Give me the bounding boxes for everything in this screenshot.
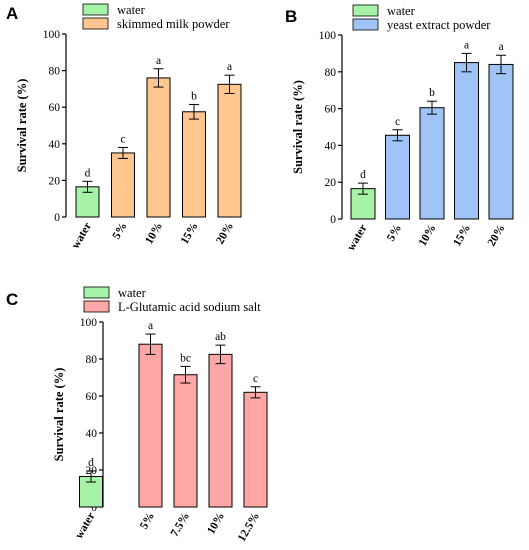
panel-c-bar	[173, 374, 198, 508]
panel-c-significance-label: d	[88, 457, 94, 469]
panel-a-y-tick-label: 60	[49, 102, 61, 114]
panel-a-x-tick-label: 20%	[214, 221, 236, 247]
panel-a-bar	[217, 83, 242, 218]
panel-c-y-tick-label: 80	[86, 354, 98, 366]
panel-a-significance-label: a	[156, 55, 161, 67]
panel-b-legend-label: water	[387, 4, 416, 18]
panel-b-x-tick-label: 20%	[486, 223, 508, 249]
panel-c-legend-swatch	[83, 286, 110, 299]
panel-c-y-tick-label: 60	[86, 391, 98, 403]
panel-c-y-tick-label: 40	[86, 428, 98, 440]
panel-b-significance-label: c	[395, 116, 400, 128]
panel-b-bar	[454, 62, 479, 220]
panel-b-x-tick-label: 10%	[417, 223, 439, 249]
panel-a-bar	[146, 77, 171, 218]
panel-a-x-tick-label: water	[70, 221, 94, 251]
panel-a-bar	[111, 152, 135, 218]
panel-a-legend-label: skimmed milk powder	[117, 17, 230, 31]
panel-a-y-tick-label: 0	[54, 212, 60, 224]
panel-b-significance-label: b	[429, 87, 435, 99]
panel-b-significance-label: d	[360, 169, 366, 181]
panel-c-bar	[208, 353, 233, 508]
panel-a-significance-label: a	[227, 61, 232, 73]
panel-b-y-tick-label: 0	[330, 214, 336, 226]
panel-a-y-tick-label: 20	[49, 175, 61, 187]
panel-c-legend-label: water	[118, 286, 147, 300]
panel-a-significance-label: b	[191, 90, 197, 102]
panel-b-significance-label: a	[464, 39, 469, 51]
panel-a-y-tick-label: 40	[49, 139, 61, 151]
panel-c-x-tick-label: 10%	[205, 511, 227, 537]
panel-c-x-tick-label: 7.5%	[169, 511, 192, 539]
panel-a-significance-label: c	[120, 133, 125, 145]
panel-a-y-tick-label: 100	[43, 29, 61, 41]
panel-c-significance-label: a	[148, 320, 153, 332]
panel-a-x-tick-label: 15%	[179, 221, 201, 247]
panel-b-y-tick-label: 100	[319, 30, 337, 42]
panel-b-x-tick-label: 15%	[451, 223, 473, 249]
panel-c-significance-label: bc	[180, 352, 191, 364]
panel-a-legend-swatch	[82, 17, 109, 30]
panel-b-bar	[488, 63, 514, 220]
panel-b-bar	[385, 134, 410, 220]
panel-b-bar	[419, 107, 445, 220]
panel-b-y-axis-label: Survival rate (%)	[291, 80, 305, 174]
panel-b-y-tick-label: 80	[325, 67, 337, 79]
panel-c-bar	[243, 391, 268, 508]
panel-a-significance-label: d	[85, 167, 91, 179]
panel-b-y-tick-label: 20	[325, 177, 337, 189]
panel-c-legend-label: L-Glutamic acid sodium salt	[118, 300, 261, 314]
panel-b-x-tick-label: water	[345, 223, 369, 253]
panel-b-legend-label: yeast extract powder	[387, 18, 491, 32]
panel-c-y-tick-label: 100	[80, 317, 98, 329]
panel-a-x-tick-label: 10%	[143, 221, 165, 247]
panel-c-y-tick-label: 0	[91, 502, 97, 514]
panel-c-legend-swatch	[83, 300, 110, 313]
panel-a-letter: A	[6, 4, 18, 23]
panel-b-letter: B	[285, 7, 297, 26]
panel-c-x-tick-label: water	[73, 511, 97, 541]
panel-b-y-tick-label: 60	[325, 104, 337, 116]
panel-a-x-tick-label: 5%	[111, 221, 130, 242]
panel-c-x-tick-label: 5%	[138, 511, 157, 532]
panel-c-letter: C	[6, 290, 18, 309]
panel-b-legend-swatch	[352, 18, 379, 31]
panel-b-y-tick-label: 40	[325, 140, 337, 152]
panel-a-legend-swatch	[82, 3, 109, 16]
panel-b-legend-swatch	[352, 4, 379, 17]
panel-a-legend-label: water	[117, 3, 146, 17]
panel-a-y-axis-label: Survival rate (%)	[15, 79, 29, 173]
panel-c-significance-label: c	[253, 373, 258, 385]
panel-c-y-axis-label: Survival rate (%)	[52, 368, 66, 462]
panel-b-x-tick-label: 5%	[385, 223, 404, 244]
panel-a-y-tick-label: 80	[49, 66, 61, 78]
panel-c-significance-label: ab	[215, 331, 226, 343]
panel-a-bar	[182, 111, 206, 218]
panel-b-significance-label: a	[498, 41, 503, 53]
panel-c-bar	[138, 343, 163, 508]
panel-c-x-tick-label: 12.5%	[236, 511, 262, 544]
